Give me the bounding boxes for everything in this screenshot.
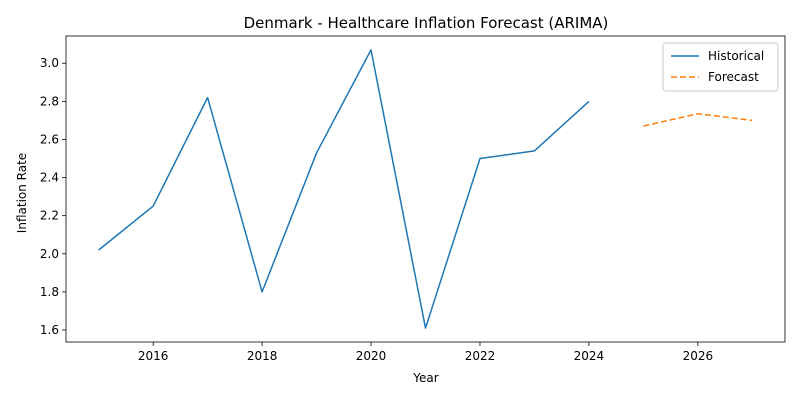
x-tick-label: 2024 bbox=[574, 349, 605, 363]
chart-title: Denmark - Healthcare Inflation Forecast … bbox=[244, 14, 609, 32]
x-tick-label: 2016 bbox=[138, 349, 169, 363]
x-tick-label: 2020 bbox=[356, 349, 387, 363]
series-line-historical bbox=[98, 49, 590, 329]
plot-frame bbox=[65, 35, 786, 343]
x-tick-label: 2022 bbox=[465, 349, 496, 363]
y-tick-label: 1.6 bbox=[40, 323, 59, 337]
y-tick-label: 1.8 bbox=[40, 285, 59, 299]
series-line-forecast bbox=[643, 112, 753, 127]
y-tick-label: 2.2 bbox=[40, 209, 59, 223]
y-tick-label: 3.0 bbox=[40, 56, 59, 70]
legend-box bbox=[662, 42, 779, 92]
legend: Historical Forecast bbox=[662, 42, 779, 92]
y-tick-label: 2.6 bbox=[40, 132, 59, 146]
x-axis-label: Year bbox=[412, 371, 438, 385]
y-axis-label: Inflation Rate bbox=[15, 153, 29, 233]
legend-label-historical: Historical bbox=[708, 49, 764, 63]
y-tick-label: 2.4 bbox=[40, 171, 59, 185]
plot-area: 2016 2018 2020 2022 2024 2026 1.6 1.8 2.0 2.2 2.4 2… bbox=[40, 49, 753, 363]
legend-label-forecast: Forecast bbox=[708, 70, 759, 84]
y-tick-label: 2.0 bbox=[40, 247, 59, 261]
y-tick-label: 2.8 bbox=[40, 94, 59, 108]
x-tick-label: 2026 bbox=[683, 349, 714, 363]
x-tick-label: 2018 bbox=[247, 349, 278, 363]
